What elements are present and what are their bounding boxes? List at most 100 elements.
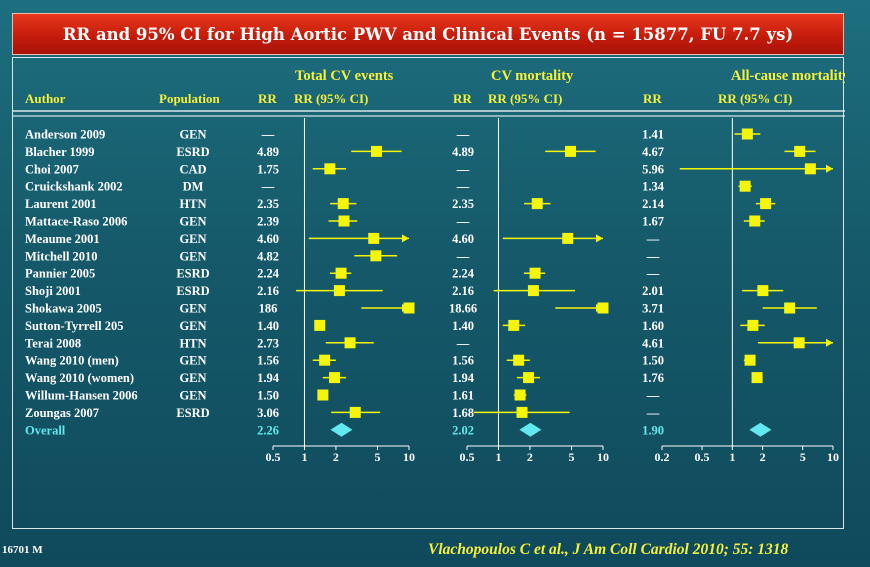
study-rr: 3.71 — [642, 302, 664, 316]
study-rr: 1.76 — [642, 371, 664, 385]
rr-header: RR — [453, 91, 472, 106]
study-population: ESRD — [176, 145, 209, 159]
forest-plot: Author Population Total CV events RR RR (95%… — [13, 68, 851, 464]
x-tick-label: 0.5 — [266, 450, 281, 464]
study-rr: — — [456, 215, 470, 229]
group-title: CV mortality — [491, 68, 574, 84]
title-bar: RR and 95% CI for High Aortic PWV and Cl… — [12, 13, 844, 55]
overall-rr: 1.90 — [642, 423, 664, 437]
study-rr: — — [456, 336, 470, 350]
study-rr: — — [456, 128, 470, 142]
study-author: Blacher 1999 — [25, 145, 95, 159]
point-estimate — [527, 285, 539, 297]
study-rr: 4.82 — [257, 249, 279, 263]
x-tick-label: 5 — [569, 450, 575, 464]
study-rr: — — [646, 267, 660, 281]
study-population: GEN — [179, 215, 206, 229]
study-author: Mattace-Raso 2006 — [25, 215, 127, 229]
x-tick-label: 0.5 — [695, 450, 710, 464]
study-rr: 3.06 — [257, 406, 279, 420]
point-estimate — [793, 337, 805, 349]
study-author: Wang 2010 (women) — [25, 371, 134, 385]
point-estimate — [317, 389, 329, 401]
rr-ci-header: RR (95% CI) — [488, 91, 562, 106]
point-estimate — [335, 267, 347, 279]
point-estimate — [562, 232, 574, 244]
study-author: Wang 2010 (men) — [25, 354, 119, 368]
point-estimate — [741, 128, 753, 140]
study-rr: 1.61 — [452, 389, 474, 403]
study-rr: 1.68 — [452, 406, 474, 420]
study-rr: 1.50 — [257, 389, 279, 403]
study-rr: 2.39 — [257, 215, 279, 229]
overall-rr: 2.26 — [257, 423, 279, 437]
x-tick-label: 1 — [301, 450, 307, 464]
point-estimate — [516, 406, 528, 418]
study-rr: — — [456, 162, 470, 176]
x-tick-label: 0.2 — [655, 450, 670, 464]
study-rr: 1.56 — [257, 354, 279, 368]
overall-diamond — [749, 422, 772, 437]
study-author: Willum-Hansen 2006 — [25, 389, 138, 403]
ci-arrow — [826, 338, 833, 347]
study-rr: 2.14 — [642, 197, 665, 211]
study-rr: 1.41 — [642, 128, 664, 142]
point-estimate — [314, 319, 326, 331]
overall-label: Overall — [25, 423, 66, 437]
study-rr: 2.35 — [257, 197, 279, 211]
point-estimate — [370, 250, 382, 262]
study-rr: 186 — [259, 302, 278, 316]
study-rr: 4.89 — [257, 145, 279, 159]
study-author: Anderson 2009 — [25, 128, 105, 142]
study-rr: — — [456, 249, 470, 263]
study-rr: 4.89 — [452, 145, 474, 159]
ci-arrow — [596, 234, 603, 243]
point-estimate — [338, 215, 350, 227]
study-author: Zoungas 2007 — [25, 406, 99, 420]
study-rr: 2.01 — [642, 284, 664, 298]
study-rr: 1.34 — [642, 180, 665, 194]
x-tick-label: 10 — [827, 450, 839, 464]
study-rr: 2.35 — [452, 197, 474, 211]
rr-ci-header: RR (95% CI) — [718, 91, 792, 106]
ci-arrow — [826, 164, 833, 173]
study-author: Cruickshank 2002 — [25, 180, 123, 194]
point-estimate — [523, 372, 535, 384]
point-estimate — [324, 163, 336, 175]
study-rr: 1.40 — [257, 319, 279, 333]
x-tick-label: 2 — [527, 450, 533, 464]
study-population: CAD — [179, 162, 206, 176]
author-header: Author — [25, 91, 66, 106]
x-tick-label: 1 — [729, 450, 735, 464]
study-population: GEN — [179, 128, 206, 142]
study-rr: 2.16 — [257, 284, 279, 298]
study-rr: 4.60 — [257, 232, 279, 246]
study-author: Terai 2008 — [25, 336, 81, 350]
study-rr: 1.40 — [452, 319, 474, 333]
study-rr: — — [646, 232, 660, 246]
study-author: Laurent 2001 — [25, 197, 97, 211]
study-population: ESRD — [176, 267, 209, 281]
study-rr: 2.24 — [452, 267, 475, 281]
point-estimate — [597, 302, 609, 314]
study-population: HTN — [179, 336, 206, 350]
study-population: GEN — [179, 302, 206, 316]
study-author: Shokawa 2005 — [25, 302, 102, 316]
point-estimate — [744, 354, 756, 366]
study-rr: 4.67 — [642, 145, 664, 159]
study-author: Pannier 2005 — [25, 267, 95, 281]
x-tick-label: 10 — [403, 450, 415, 464]
overall-diamond — [519, 422, 542, 437]
study-population: ESRD — [176, 284, 209, 298]
study-rr: 5.96 — [642, 162, 664, 176]
study-author: Mitchell 2010 — [25, 249, 98, 263]
point-estimate — [403, 302, 415, 314]
point-estimate — [749, 215, 761, 227]
study-rr: 1.60 — [642, 319, 664, 333]
point-estimate — [371, 145, 383, 157]
point-estimate — [349, 406, 361, 418]
study-population: GEN — [179, 354, 206, 368]
study-rr: — — [456, 180, 470, 194]
study-author: Meaume 2001 — [25, 232, 100, 246]
point-estimate — [747, 319, 759, 331]
